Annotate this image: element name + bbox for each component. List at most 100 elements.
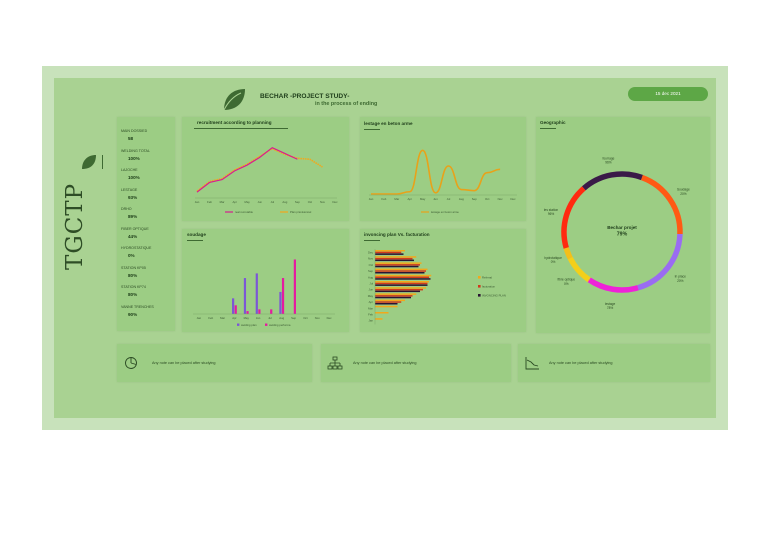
recruitment-title: recruitment according to planning [197, 120, 272, 125]
x-tick-label: May [245, 200, 251, 204]
lestage-chart: Jan Feb Mar Apr May Jun Jul Aug Sep Oct Nov Dec lest… [369, 149, 517, 214]
bar [232, 298, 235, 314]
bar [246, 311, 249, 314]
slice-name: In place [675, 275, 686, 279]
geographic-title-underline [540, 128, 556, 130]
date-badge[interactable] [628, 87, 708, 101]
bar [375, 295, 413, 297]
legend-label: Plan prévisionnel [290, 210, 312, 214]
bar [375, 251, 402, 254]
kpi-label: FIBER OPTIQUE [121, 226, 149, 231]
y-tick-label: Mar [368, 306, 373, 310]
kpi-label: STATION KP74 [121, 285, 146, 289]
x-tick-label: Aug [459, 197, 464, 201]
x-tick-label: Jan [197, 316, 202, 320]
x-tick-label: Jan [369, 197, 374, 201]
brand-wordmark: TGCTP [62, 182, 88, 270]
x-tick-label: Aug [282, 200, 287, 204]
series-line [196, 147, 323, 192]
geographic-title: Geographic [540, 120, 566, 125]
bar [375, 296, 411, 299]
bar [375, 256, 417, 258]
y-tick-label: Jan [368, 319, 373, 323]
bar [375, 312, 389, 314]
slice-label: 96% [605, 160, 612, 164]
bar [375, 301, 402, 303]
bar [375, 276, 429, 278]
series-line [371, 149, 501, 195]
bar [375, 268, 428, 271]
legend-label: welding plan [241, 323, 257, 327]
kpi-value: 44% [128, 233, 138, 239]
soudage-chart: Jan Feb Mar Apr May Jun Jul Aug Sep Oct Nov Dec weld… [193, 259, 335, 327]
x-tick-label: Sep [472, 197, 477, 201]
bar [375, 265, 419, 268]
bar [375, 281, 429, 283]
recruitment-chart: Jan Feb Mar Apr May Jun Jul Aug Sep Oct Nov Dec real… [195, 146, 338, 214]
note-text-2: Any note can be placed after studying [353, 361, 417, 365]
slice-label: 96% [548, 212, 555, 216]
legend-swatch [478, 276, 481, 279]
page-subtitle: in the process of ending [315, 101, 378, 107]
slice-label: 20% [680, 192, 687, 196]
legend-label: real recrutable [235, 210, 253, 214]
slice-name: Soudage [677, 188, 690, 192]
soudage-card [182, 229, 349, 332]
bar [375, 305, 398, 308]
x-tick-label: Oct [303, 316, 308, 320]
x-tick-label: Sep [291, 316, 296, 320]
legend-label: INVONCING PLAN [482, 293, 506, 297]
x-tick-label: Dec [511, 197, 517, 201]
legend-label: welding performa [269, 323, 291, 327]
bar [375, 262, 422, 264]
x-tick-label: Apr [232, 316, 236, 320]
legend-swatch [478, 294, 481, 297]
kpi-value: 93% [128, 194, 138, 200]
bar [293, 259, 296, 314]
legend-swatch [478, 285, 481, 288]
donut-slice [567, 256, 591, 283]
bar [375, 282, 428, 285]
donut-slice [563, 247, 573, 260]
bar [279, 291, 282, 314]
bar [234, 305, 237, 314]
invoicing-title: invoncing plan Vs. facturation [364, 232, 430, 237]
bar [375, 253, 404, 255]
bar [375, 270, 426, 272]
y-tick-label: Aug [368, 275, 373, 279]
soudage-title-underline [187, 240, 203, 242]
bar [375, 287, 426, 289]
x-tick-label: Feb [207, 200, 212, 204]
kpi-value: 80% [128, 292, 138, 297]
x-tick-label: Aug [279, 316, 284, 320]
x-tick-label: Nov [315, 316, 321, 320]
x-tick-label: Sep [295, 200, 300, 204]
bar [375, 264, 420, 266]
donut-slice [582, 171, 643, 191]
note-card-3 [518, 344, 710, 382]
bar [375, 259, 414, 262]
legend-label: lestage en beton arme [431, 210, 459, 214]
bar [375, 278, 431, 280]
pie-chart-icon [125, 357, 137, 369]
x-tick-label: Feb [381, 197, 386, 201]
invoicing-title-underline [364, 240, 380, 242]
bar [375, 250, 405, 252]
note-text-1: Any note can be placed after studying [152, 361, 216, 365]
series-line [196, 146, 298, 193]
y-tick-label: Jun [368, 288, 373, 292]
donut-center-value: 79% [617, 232, 628, 238]
kpi-value: 0% [128, 253, 135, 258]
kpi-label: STATION KP05 [121, 265, 146, 270]
x-tick-label: May [420, 197, 426, 201]
y-tick-label: Apr [369, 300, 373, 304]
x-tick-label: Jun [433, 197, 438, 201]
slice-name: fourrage [603, 156, 615, 160]
note-card-1 [117, 344, 312, 382]
x-tick-label: Jul [270, 200, 274, 204]
x-tick-label: Oct [485, 197, 490, 201]
invoicing-chart: Dec Nov Oct Sep Aug Jul Jun May Apr Mar Feb Jan Refe… [368, 249, 506, 325]
kpi-value: 90% [128, 311, 138, 317]
kpi-value: 89% [128, 214, 138, 219]
leaf-logo-icon [223, 89, 245, 111]
